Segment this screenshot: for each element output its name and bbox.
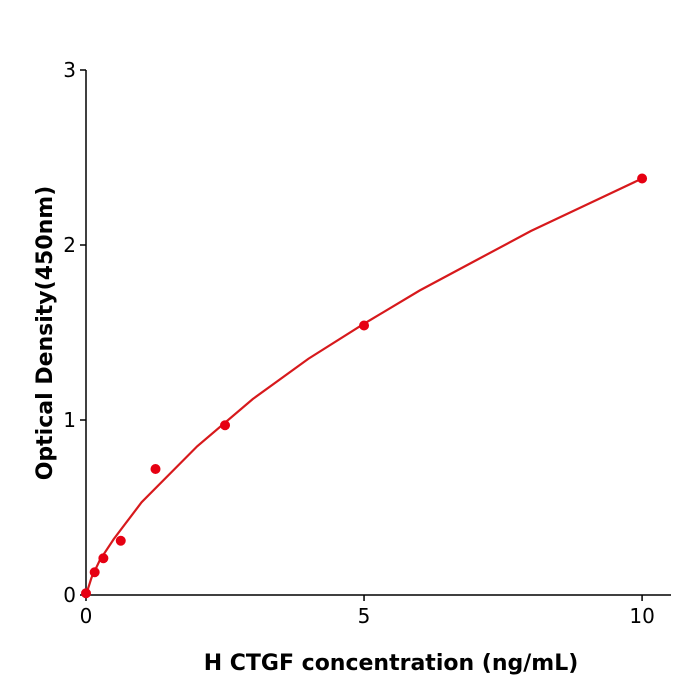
data-point	[220, 420, 231, 431]
y-tick-label: 2	[63, 233, 76, 257]
y-tick-label: 1	[63, 408, 76, 432]
data-point	[81, 588, 91, 599]
y-axis-label: Optical Density(450nm)	[33, 186, 58, 481]
y-tick-label: 0	[63, 583, 76, 607]
data-point	[98, 553, 109, 564]
y-tick-label: 3	[63, 58, 76, 82]
data-point	[359, 320, 370, 331]
x-tick-label: 0	[80, 604, 93, 628]
x-tick-label: 10	[629, 604, 654, 628]
fit-curve	[84, 177, 643, 596]
data-point	[115, 535, 126, 546]
data-point	[89, 567, 100, 578]
x-axis-label: H CTGF concentration (ng/mL)	[204, 651, 579, 676]
x-tick-label: 5	[358, 604, 371, 628]
data-point	[150, 464, 161, 474]
data-point	[637, 173, 648, 184]
